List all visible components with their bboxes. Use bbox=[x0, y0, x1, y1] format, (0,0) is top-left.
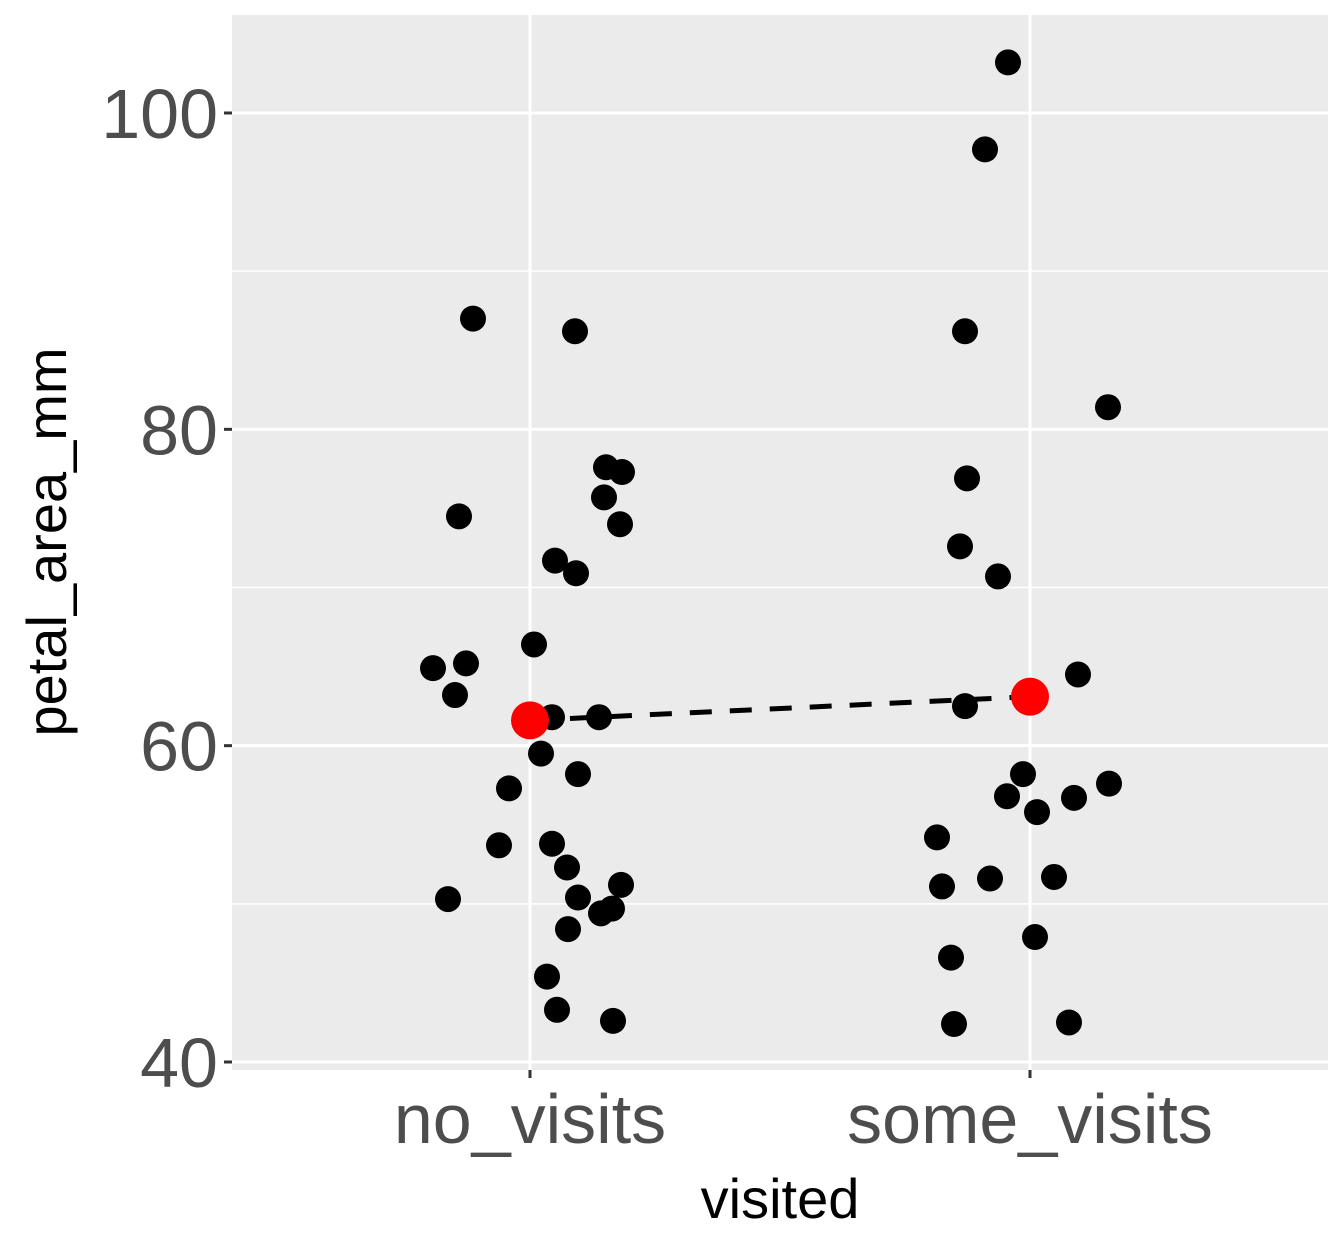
y-tick-label: 60 bbox=[140, 708, 218, 786]
data-point bbox=[1065, 661, 1091, 688]
y-tick-label: 100 bbox=[101, 75, 218, 153]
major-gridlines bbox=[232, 15, 1328, 1070]
data-point bbox=[565, 884, 591, 911]
data-point bbox=[544, 996, 570, 1023]
data-point bbox=[539, 830, 565, 857]
data-point bbox=[607, 511, 633, 538]
mean-point bbox=[511, 701, 549, 740]
x-tick-label: no_visits bbox=[394, 1080, 666, 1158]
data-point bbox=[554, 854, 580, 881]
mean-points bbox=[511, 677, 1049, 740]
data-point bbox=[446, 503, 472, 530]
data-point bbox=[1096, 770, 1122, 797]
data-point bbox=[591, 484, 617, 511]
x-axis-title: visited bbox=[701, 1167, 860, 1230]
data-point bbox=[453, 650, 479, 677]
data-point bbox=[555, 916, 581, 943]
data-point bbox=[1041, 863, 1067, 890]
data-point bbox=[985, 563, 1011, 590]
data-point bbox=[565, 761, 591, 788]
data-point bbox=[460, 305, 486, 332]
data-point bbox=[1056, 1009, 1082, 1036]
data-point bbox=[1095, 394, 1121, 421]
data-point bbox=[521, 631, 547, 658]
data-point bbox=[435, 886, 461, 913]
y-axis-ticks: 40 60 80 100 bbox=[101, 75, 232, 1102]
data-point bbox=[972, 136, 998, 163]
data-point bbox=[586, 704, 612, 731]
data-point bbox=[528, 740, 554, 767]
y-tick-label: 40 bbox=[140, 1024, 218, 1102]
data-point bbox=[977, 865, 1003, 892]
data-point bbox=[929, 873, 955, 900]
data-point bbox=[442, 682, 468, 709]
data-point bbox=[600, 1007, 626, 1034]
data-point bbox=[599, 895, 625, 922]
data-point bbox=[1022, 924, 1048, 951]
data-point bbox=[1010, 761, 1036, 788]
mean-connector-dashed-line bbox=[529, 694, 1031, 723]
plot-panel bbox=[232, 15, 1328, 1070]
x-axis-ticks: no_visits some_visits bbox=[394, 1070, 1213, 1158]
data-point bbox=[994, 783, 1020, 810]
data-point bbox=[609, 459, 635, 486]
data-point bbox=[542, 547, 568, 574]
data-point bbox=[938, 944, 964, 971]
y-axis-title: petal_area_mm bbox=[15, 347, 78, 736]
minor-gridlines bbox=[232, 270, 1328, 905]
data-point bbox=[496, 775, 522, 802]
data-point bbox=[420, 655, 446, 682]
data-point bbox=[1024, 799, 1050, 826]
data-point bbox=[941, 1011, 967, 1038]
data-point bbox=[995, 49, 1021, 76]
x-tick-label: some_visits bbox=[847, 1080, 1213, 1158]
mean-point bbox=[1011, 677, 1049, 716]
data-point bbox=[947, 533, 973, 560]
data-point bbox=[562, 318, 588, 345]
data-point bbox=[1061, 784, 1087, 811]
data-point bbox=[924, 824, 950, 851]
data-point bbox=[954, 465, 980, 492]
data-point bbox=[563, 560, 589, 587]
data-point bbox=[608, 871, 634, 898]
data-point bbox=[534, 963, 560, 990]
data-point bbox=[486, 832, 512, 859]
y-tick-label: 80 bbox=[140, 391, 218, 469]
data-point bbox=[952, 318, 978, 345]
